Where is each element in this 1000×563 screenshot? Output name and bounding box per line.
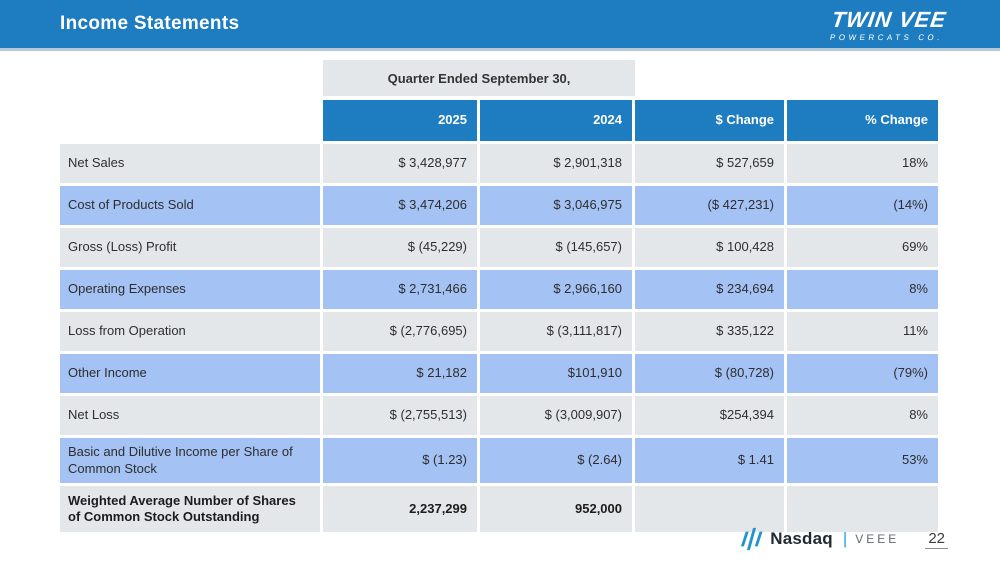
cell-2024: $ 2,901,318	[480, 144, 632, 183]
cell-2024: $ (3,111,817)	[480, 312, 632, 351]
cell-dollar-change: $ (80,728)	[635, 354, 784, 393]
cell-2024: 952,000	[480, 486, 632, 532]
column-header-dollar-change: $ Change	[635, 100, 784, 141]
cell-2024: $ 2,966,160	[480, 270, 632, 309]
cell-percent-change: 53%	[787, 438, 938, 483]
cell-dollar-change: $ 527,659	[635, 144, 784, 183]
column-header-2025: 2025	[323, 100, 477, 141]
cell-percent-change: 8%	[787, 270, 938, 309]
cell-percent-change: 69%	[787, 228, 938, 267]
cell-2025: 2,237,299	[323, 486, 477, 532]
row-label: Operating Expenses	[60, 270, 320, 309]
ticker-symbol: VEEE	[855, 532, 900, 546]
brand-subtitle: POWERCATS CO.	[829, 33, 944, 42]
company-logo: TWIN VEE POWERCATS CO.	[828, 7, 948, 42]
cell-dollar-change: $ 100,428	[635, 228, 784, 267]
cell-2024: $101,910	[480, 354, 632, 393]
column-header-2024: 2024	[480, 100, 632, 141]
cell-dollar-change: ($ 427,231)	[635, 186, 784, 225]
cell-2025: $ 21,182	[323, 354, 477, 393]
cell-2025: $ (2,755,513)	[323, 396, 477, 435]
title-bar: Income Statements TWIN VEE POWERCATS CO.	[0, 0, 1000, 51]
row-label: Other Income	[60, 354, 320, 393]
cell-dollar-change	[635, 486, 784, 532]
cell-2024: $ (145,657)	[480, 228, 632, 267]
cell-percent-change: (79%)	[787, 354, 938, 393]
cell-percent-change: 18%	[787, 144, 938, 183]
cell-dollar-change: $ 1.41	[635, 438, 784, 483]
cell-2024: $ (3,009,907)	[480, 396, 632, 435]
footer: Nasdaq | VEEE 22	[740, 527, 948, 551]
row-label: Basic and Dilutive Income per Share of C…	[60, 438, 320, 483]
cell-percent-change: 8%	[787, 396, 938, 435]
cell-2025: $ 3,474,206	[323, 186, 477, 225]
page-number: 22	[925, 530, 948, 549]
column-header-percent-change: % Change	[787, 100, 938, 141]
cell-2025: $ (2,776,695)	[323, 312, 477, 351]
cell-dollar-change: $254,394	[635, 396, 784, 435]
cell-2025: $ 2,731,466	[323, 270, 477, 309]
cell-2025: $ (45,229)	[323, 228, 477, 267]
cell-percent-change	[787, 486, 938, 532]
table-grid: 2025 2024 $ Change % Change Net Sales $ …	[60, 100, 938, 532]
cell-2025: $ (1.23)	[323, 438, 477, 483]
cell-2025: $ 3,428,977	[323, 144, 477, 183]
income-statement-table: Quarter Ended September 30, 2025 2024 $ …	[60, 60, 938, 532]
cell-2024: $ (2.64)	[480, 438, 632, 483]
cell-2024: $ 3,046,975	[480, 186, 632, 225]
page-title: Income Statements	[60, 13, 240, 34]
nasdaq-separator: |	[842, 529, 848, 548]
nasdaq-icon	[741, 527, 763, 551]
row-label: Net Loss	[60, 396, 320, 435]
cell-percent-change: 11%	[787, 312, 938, 351]
cell-dollar-change: $ 335,122	[635, 312, 784, 351]
row-label: Cost of Products Sold	[60, 186, 320, 225]
nasdaq-logo: Nasdaq | VEEE	[740, 527, 899, 551]
header-spacer	[60, 100, 320, 141]
nasdaq-wordmark: Nasdaq	[770, 529, 833, 548]
row-label: Gross (Loss) Profit	[60, 228, 320, 267]
brand-name: TWIN VEE	[829, 7, 948, 32]
quarter-header: Quarter Ended September 30,	[323, 60, 635, 96]
row-label: Loss from Operation	[60, 312, 320, 351]
cell-dollar-change: $ 234,694	[635, 270, 784, 309]
row-label: Net Sales	[60, 144, 320, 183]
row-label: Weighted Average Number of Shares of Com…	[60, 486, 320, 532]
cell-percent-change: (14%)	[787, 186, 938, 225]
